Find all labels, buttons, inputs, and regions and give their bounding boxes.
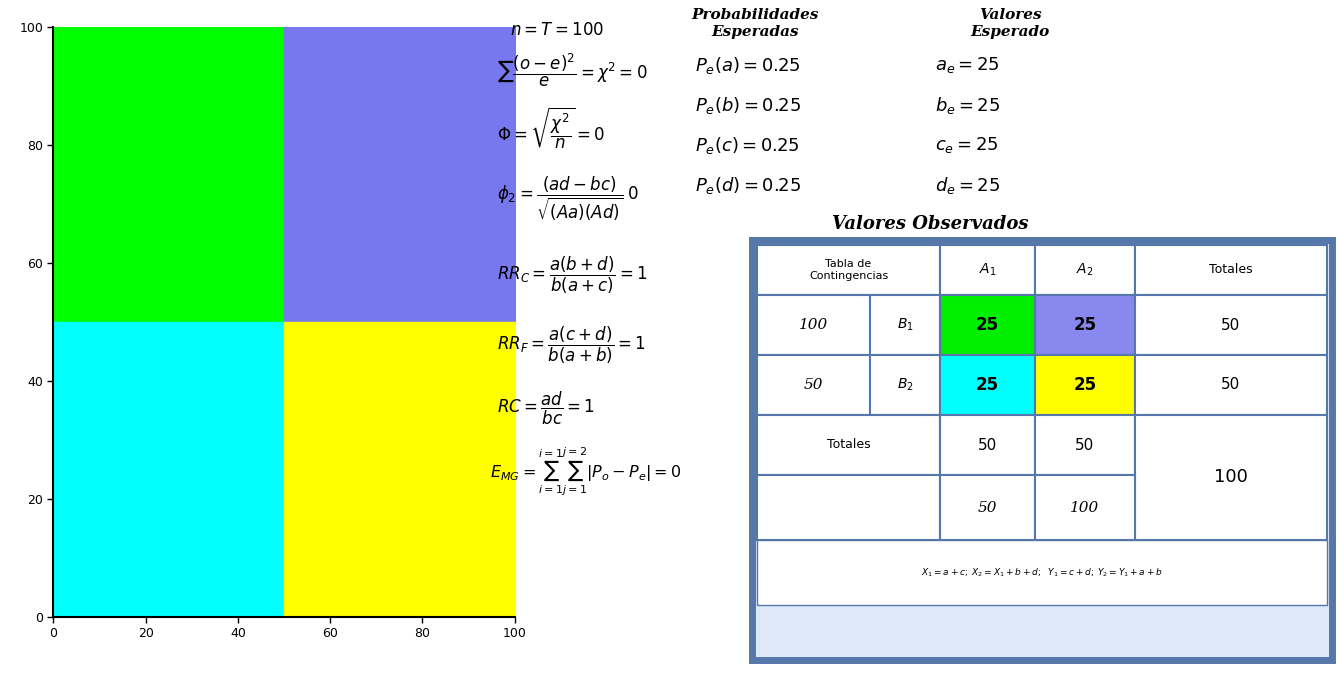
Text: 25: 25: [976, 376, 999, 394]
Text: $RR_C = \dfrac{a(b+d)}{b(a+c)} = 1$: $RR_C = \dfrac{a(b+d)}{b(a+c)} = 1$: [497, 255, 647, 296]
Text: $P_e(d) = 0.25$: $P_e(d) = 0.25$: [695, 175, 801, 196]
Text: $\Phi = \sqrt{\dfrac{\chi^2}{n}} = 0$: $\Phi = \sqrt{\dfrac{\chi^2}{n}} = 0$: [497, 105, 606, 151]
Text: Valores Observados: Valores Observados: [832, 215, 1028, 233]
Text: 50: 50: [977, 437, 997, 452]
Text: 50: 50: [1075, 437, 1095, 452]
Text: 100: 100: [800, 318, 828, 332]
Text: $X_1 = a+c; \; X_2 = X_1+b+d;$  $Y_1 = c+d; \; Y_2 = Y_1+a+b$: $X_1 = a+c; \; X_2 = X_1+b+d;$ $Y_1 = c+…: [921, 566, 1163, 579]
Text: Esperadas: Esperadas: [711, 25, 798, 39]
Text: $P_e(a) = 0.25$: $P_e(a) = 0.25$: [695, 55, 801, 76]
Text: $d_e = 25$: $d_e = 25$: [935, 175, 1000, 196]
Text: $B_2$: $B_2$: [897, 377, 913, 393]
Text: Probabilidades: Probabilidades: [691, 8, 818, 22]
Text: $\sum \dfrac{(o-e)^2}{e} = \chi^2 = 0$: $\sum \dfrac{(o-e)^2}{e} = \chi^2 = 0$: [497, 52, 647, 89]
Text: 50: 50: [977, 500, 997, 515]
Text: $RR_F = \dfrac{a(c+d)}{b(a+b)} = 1$: $RR_F = \dfrac{a(c+d)}{b(a+b)} = 1$: [497, 325, 646, 366]
Text: $A_2$: $A_2$: [1076, 262, 1094, 278]
Text: 25: 25: [1074, 316, 1096, 334]
Text: 25: 25: [1074, 376, 1096, 394]
Text: 100: 100: [1214, 468, 1247, 487]
Text: $A_1$: $A_1$: [979, 262, 996, 278]
Text: Totales: Totales: [1209, 264, 1253, 277]
Text: Totales: Totales: [826, 439, 870, 452]
Text: 100: 100: [1071, 500, 1099, 515]
Text: $B_1$: $B_1$: [897, 317, 913, 333]
Text: 25: 25: [976, 316, 999, 334]
Text: $E_{MG} = \sum_{i=1}^{i=1}\sum_{j=1}^{j=2}|P_o - P_e| = 0$: $E_{MG} = \sum_{i=1}^{i=1}\sum_{j=1}^{j=…: [489, 445, 682, 498]
Text: $n = T = 100$: $n = T = 100$: [509, 22, 604, 39]
Text: $b_e = 25$: $b_e = 25$: [935, 95, 1000, 116]
Text: Valores: Valores: [979, 8, 1042, 22]
Text: $a_e = 25$: $a_e = 25$: [935, 55, 1000, 75]
Text: Esperado: Esperado: [971, 25, 1050, 39]
Text: Tabla de
Contingencias: Tabla de Contingencias: [809, 259, 888, 281]
Text: 50: 50: [1222, 378, 1241, 393]
Text: $c_e = 25$: $c_e = 25$: [935, 135, 999, 155]
Text: $P_e(b) = 0.25$: $P_e(b) = 0.25$: [695, 95, 801, 116]
Text: $\phi_2 = \dfrac{(ad-bc)}{\sqrt{(Aa)(Ad)}} \; 0$: $\phi_2 = \dfrac{(ad-bc)}{\sqrt{(Aa)(Ad)…: [497, 175, 639, 223]
Text: $RC = \dfrac{ad}{bc} = 1$: $RC = \dfrac{ad}{bc} = 1$: [497, 390, 595, 427]
Text: 50: 50: [1222, 317, 1241, 332]
Text: 50: 50: [804, 378, 824, 392]
Text: $P_e(c) = 0.25$: $P_e(c) = 0.25$: [695, 135, 800, 156]
